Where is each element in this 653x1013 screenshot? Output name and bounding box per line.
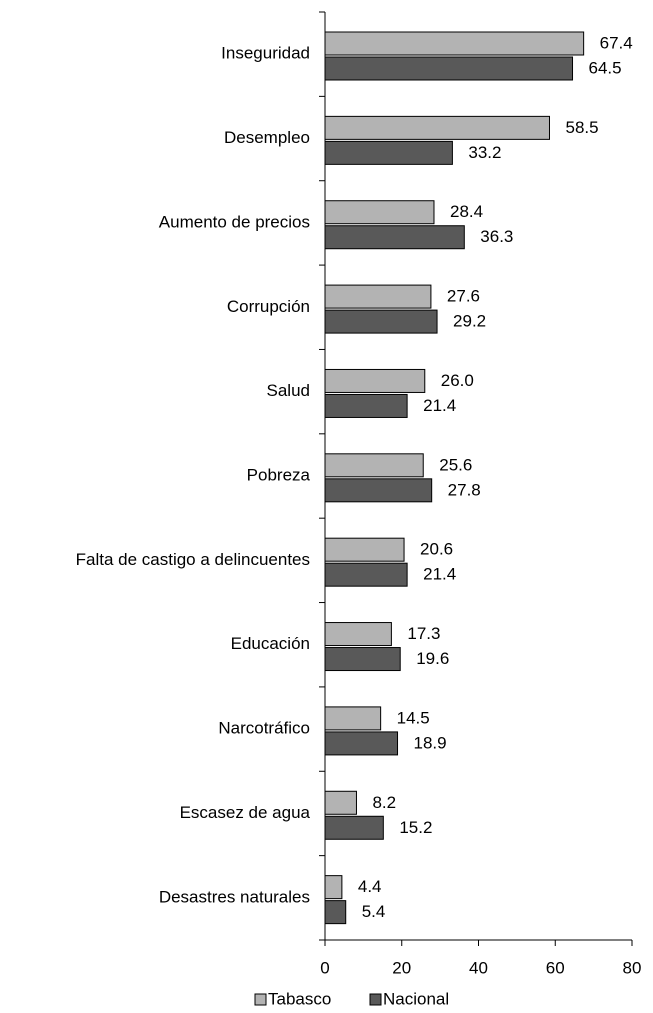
- y-tick-label: Pobreza: [247, 465, 311, 484]
- x-tick-label: 60: [546, 958, 565, 977]
- x-tick-label: 20: [392, 958, 411, 977]
- value-label: 64.5: [589, 58, 622, 77]
- value-label: 21.4: [423, 396, 456, 415]
- value-label: 29.2: [453, 312, 486, 331]
- legend-swatch: [369, 993, 382, 1006]
- value-label: 27.8: [448, 480, 481, 499]
- y-tick-label: Inseguridad: [221, 44, 310, 63]
- value-label: 14.5: [397, 708, 430, 727]
- x-tick-label: 80: [623, 958, 642, 977]
- bar: [324, 453, 424, 478]
- bar: [324, 815, 384, 840]
- y-tick-label: Salud: [267, 381, 310, 400]
- y-tick-label: Falta de castigo a delincuentes: [76, 550, 310, 569]
- bar: [324, 393, 408, 418]
- value-label: 5.4: [362, 902, 386, 921]
- bar: [324, 140, 453, 165]
- bar: [324, 647, 401, 672]
- bar: [324, 284, 432, 309]
- value-label: 28.4: [450, 202, 483, 221]
- bar: [324, 790, 357, 815]
- value-label: 58.5: [565, 118, 598, 137]
- bar: [324, 537, 405, 562]
- bar: [324, 478, 433, 503]
- value-label: 67.4: [600, 33, 633, 52]
- value-label: 4.4: [358, 877, 382, 896]
- bar: [324, 731, 399, 756]
- bar: [324, 875, 343, 900]
- value-label: 17.3: [407, 624, 440, 643]
- bar: [324, 900, 347, 925]
- legend-label: Nacional: [383, 989, 449, 1008]
- bar: [324, 622, 392, 647]
- value-label: 33.2: [468, 143, 501, 162]
- bar: [324, 309, 438, 334]
- value-label: 8.2: [372, 793, 396, 812]
- bar: [324, 31, 585, 56]
- bar: [324, 56, 574, 81]
- legend-label: Tabasco: [268, 989, 331, 1008]
- value-label: 36.3: [480, 227, 513, 246]
- value-label: 25.6: [439, 455, 472, 474]
- bar: [324, 200, 435, 225]
- value-label: 21.4: [423, 565, 456, 584]
- value-label: 20.6: [420, 540, 453, 559]
- bar: [324, 562, 408, 587]
- value-label: 18.9: [414, 733, 447, 752]
- y-tick-label: Aumento de precios: [159, 212, 310, 231]
- value-label: 15.2: [399, 818, 432, 837]
- legend-swatch: [254, 993, 267, 1006]
- bar: [324, 225, 465, 250]
- x-tick-label: 40: [469, 958, 488, 977]
- x-tick-label: 0: [320, 958, 329, 977]
- bar: [324, 368, 426, 393]
- y-tick-label: Desastres naturales: [159, 887, 310, 906]
- y-tick-label: Escasez de agua: [180, 803, 311, 822]
- value-label: 27.6: [447, 287, 480, 306]
- value-label: 26.0: [441, 371, 474, 390]
- y-tick-label: Desempleo: [224, 128, 310, 147]
- y-tick-label: Corrupción: [227, 297, 310, 316]
- value-label: 19.6: [416, 649, 449, 668]
- y-tick-label: Narcotráfico: [218, 719, 310, 738]
- bar: [324, 115, 550, 140]
- bar: [324, 706, 382, 731]
- y-tick-label: Educación: [231, 634, 310, 653]
